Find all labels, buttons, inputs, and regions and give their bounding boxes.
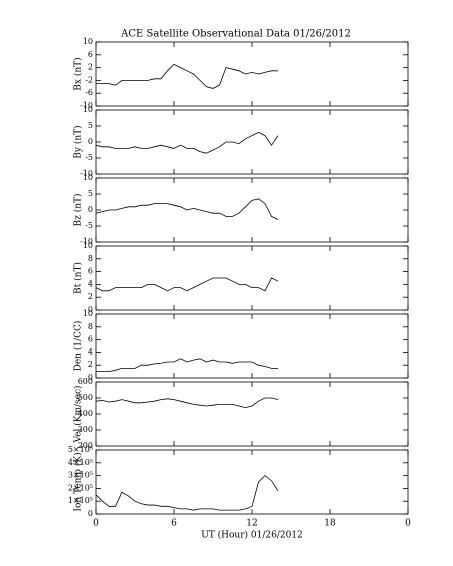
data-line <box>95 397 279 409</box>
data-line <box>96 358 278 372</box>
x-tick-label: 0 <box>93 519 99 529</box>
y-tick-label: 10 <box>83 105 93 114</box>
y-axis-label: By (nT) <box>73 125 84 158</box>
y-tick-label: 400 <box>78 409 93 418</box>
y-tick-label: 600 <box>78 377 93 386</box>
y-axis-label: Bz (nT) <box>73 193 84 226</box>
y-tick-label: 10 <box>83 309 93 318</box>
data-line <box>95 475 279 511</box>
y-tick-label: 6 <box>88 335 93 344</box>
y-tick-label: 6 <box>88 267 93 276</box>
panel-frame <box>95 109 409 175</box>
x-axis-label: UT (Hour) 01/26/2012 <box>201 530 303 541</box>
y-tick-label: 0 <box>88 509 93 518</box>
y-tick-label: -10 <box>80 101 93 110</box>
data-line <box>95 198 279 220</box>
y-tick-label: 10 <box>83 241 93 250</box>
y-tick-label: 0 <box>88 205 93 214</box>
y-tick-label: 0 <box>88 373 93 382</box>
y-tick-label: 0 <box>88 305 93 314</box>
y-tick-label: 0 <box>88 137 93 146</box>
y-tick-label: 2 <box>88 360 93 369</box>
y-tick-label: -10 <box>80 237 93 246</box>
y-tick-label: 6 <box>88 50 93 59</box>
y-tick-label: 5 <box>88 189 93 198</box>
y-tick-label: -6 <box>85 88 93 97</box>
panel-frame <box>95 177 409 243</box>
y-tick-label: -10 <box>80 169 93 178</box>
x-tick-label: 12 <box>246 519 257 529</box>
y-tick-label: 1×10⁵ <box>68 496 93 505</box>
y-axis-label: Vel (Km/sec) <box>73 385 84 443</box>
y-tick-label: 2 <box>88 63 93 72</box>
y-tick-label: 4×10⁵ <box>68 458 93 467</box>
data-line <box>96 63 278 89</box>
y-tick-label: 10 <box>83 37 93 46</box>
y-tick-label: -2 <box>85 75 93 84</box>
panel-frame <box>95 313 409 379</box>
y-tick-label: 8 <box>88 322 93 331</box>
y-tick-label: 5×10⁵ <box>68 445 93 454</box>
y-tick-label: -5 <box>85 153 93 162</box>
panel-frame <box>95 41 409 107</box>
y-tick-label: 4 <box>88 279 93 288</box>
x-tick-label: 6 <box>171 519 177 529</box>
y-tick-label: 2×10⁵ <box>68 483 93 492</box>
data-line <box>95 277 279 292</box>
y-tick-label: 5 <box>88 121 93 130</box>
y-tick-label: 3×10⁵ <box>68 471 93 480</box>
y-tick-label: 10 <box>83 173 93 182</box>
panel-frame <box>95 245 409 311</box>
y-tick-label: 2 <box>88 292 93 301</box>
y-axis-label: Bx (nT) <box>73 57 84 90</box>
chart-title: ACE Satellite Observational Data 01/26/2… <box>120 29 351 40</box>
y-tick-label: 8 <box>88 254 93 263</box>
y-tick-label: -5 <box>85 221 93 230</box>
y-axis-label: Bt (nT) <box>73 262 84 294</box>
y-tick-label: 200 <box>78 441 93 450</box>
y-tick-label: 4 <box>88 347 93 356</box>
y-axis-label: Ion Temp (K) <box>73 452 84 511</box>
x-tick-label: 0 <box>405 519 411 529</box>
y-tick-label: 300 <box>78 425 93 434</box>
y-tick-label: 500 <box>78 393 93 402</box>
panel-frame <box>95 381 409 447</box>
data-line <box>95 131 279 154</box>
y-axis-label: Den (1/CC) <box>73 321 84 372</box>
x-tick-label: 18 <box>324 519 336 529</box>
